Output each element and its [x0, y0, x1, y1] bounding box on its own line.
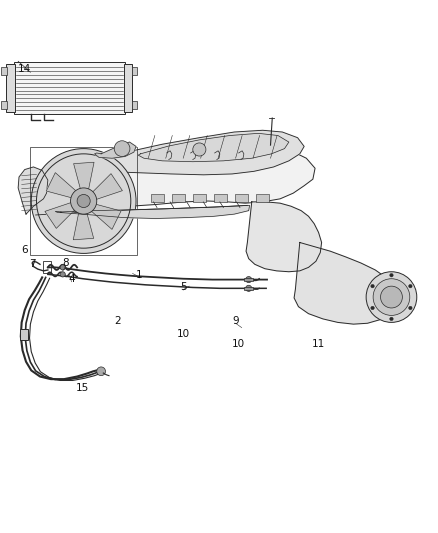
Polygon shape [138, 133, 289, 161]
Polygon shape [246, 202, 321, 272]
Text: 11: 11 [312, 339, 325, 349]
Bar [1, 101, 7, 109]
Bar [172, 194, 185, 202]
Bar [43, 261, 51, 273]
Circle shape [390, 317, 393, 321]
Text: 14: 14 [18, 64, 32, 74]
Text: 5: 5 [180, 282, 187, 293]
Text: 4: 4 [68, 274, 75, 284]
Polygon shape [35, 183, 71, 214]
Circle shape [409, 306, 412, 310]
Text: 6: 6 [21, 245, 28, 255]
Text: 15: 15 [76, 383, 89, 393]
Polygon shape [55, 205, 250, 219]
Bar [244, 278, 253, 281]
Bar [30, 147, 138, 255]
Text: 7: 7 [29, 259, 35, 269]
Text: 10: 10 [177, 329, 190, 339]
Circle shape [246, 277, 252, 282]
Bar [256, 194, 269, 202]
Polygon shape [294, 243, 396, 324]
Circle shape [60, 272, 65, 277]
Polygon shape [74, 162, 94, 195]
Bar [20, 329, 28, 340]
Polygon shape [88, 203, 121, 229]
Circle shape [390, 273, 393, 277]
Circle shape [246, 285, 252, 292]
Text: 9: 9 [232, 316, 239, 326]
Circle shape [381, 286, 403, 308]
Circle shape [366, 272, 417, 322]
Bar [14, 62, 125, 114]
Bar [151, 194, 164, 202]
Text: 2: 2 [114, 316, 121, 326]
Text: 10: 10 [232, 339, 245, 349]
Bar [214, 194, 227, 202]
Bar [193, 194, 206, 202]
Bar [1, 67, 7, 75]
Polygon shape [35, 145, 315, 211]
Bar [132, 67, 138, 75]
Circle shape [409, 285, 412, 288]
Circle shape [60, 265, 65, 270]
Text: 1: 1 [136, 270, 143, 280]
Circle shape [193, 143, 206, 156]
Bar [244, 287, 253, 290]
Polygon shape [51, 130, 304, 188]
Circle shape [114, 141, 130, 157]
Bar [6, 64, 14, 111]
Circle shape [373, 279, 410, 316]
Circle shape [371, 285, 374, 288]
Bar [132, 101, 138, 109]
Polygon shape [95, 142, 136, 158]
Polygon shape [18, 167, 48, 214]
Circle shape [31, 149, 136, 253]
Polygon shape [88, 174, 122, 201]
Polygon shape [45, 201, 79, 228]
Bar [235, 194, 248, 202]
Text: 8: 8 [62, 259, 69, 269]
Circle shape [97, 367, 106, 376]
Circle shape [71, 188, 97, 214]
Polygon shape [46, 173, 80, 199]
Circle shape [77, 195, 90, 207]
Bar [124, 64, 132, 111]
Circle shape [371, 306, 374, 310]
Polygon shape [73, 207, 94, 240]
